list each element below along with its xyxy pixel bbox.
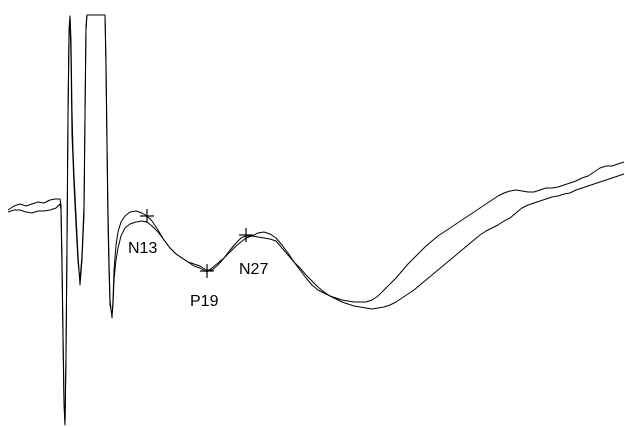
waveform-trace-1 — [7, 14, 625, 426]
waveform-trace-2 — [7, 14, 625, 426]
marker-n27-label: N27 — [239, 261, 268, 278]
marker-n13-label: N13 — [128, 240, 157, 257]
marker-n13: N13 — [128, 209, 157, 257]
marker-p19: P19 — [190, 264, 219, 310]
marker-n27: N27 — [239, 228, 268, 278]
marker-p19-label: P19 — [190, 293, 219, 310]
